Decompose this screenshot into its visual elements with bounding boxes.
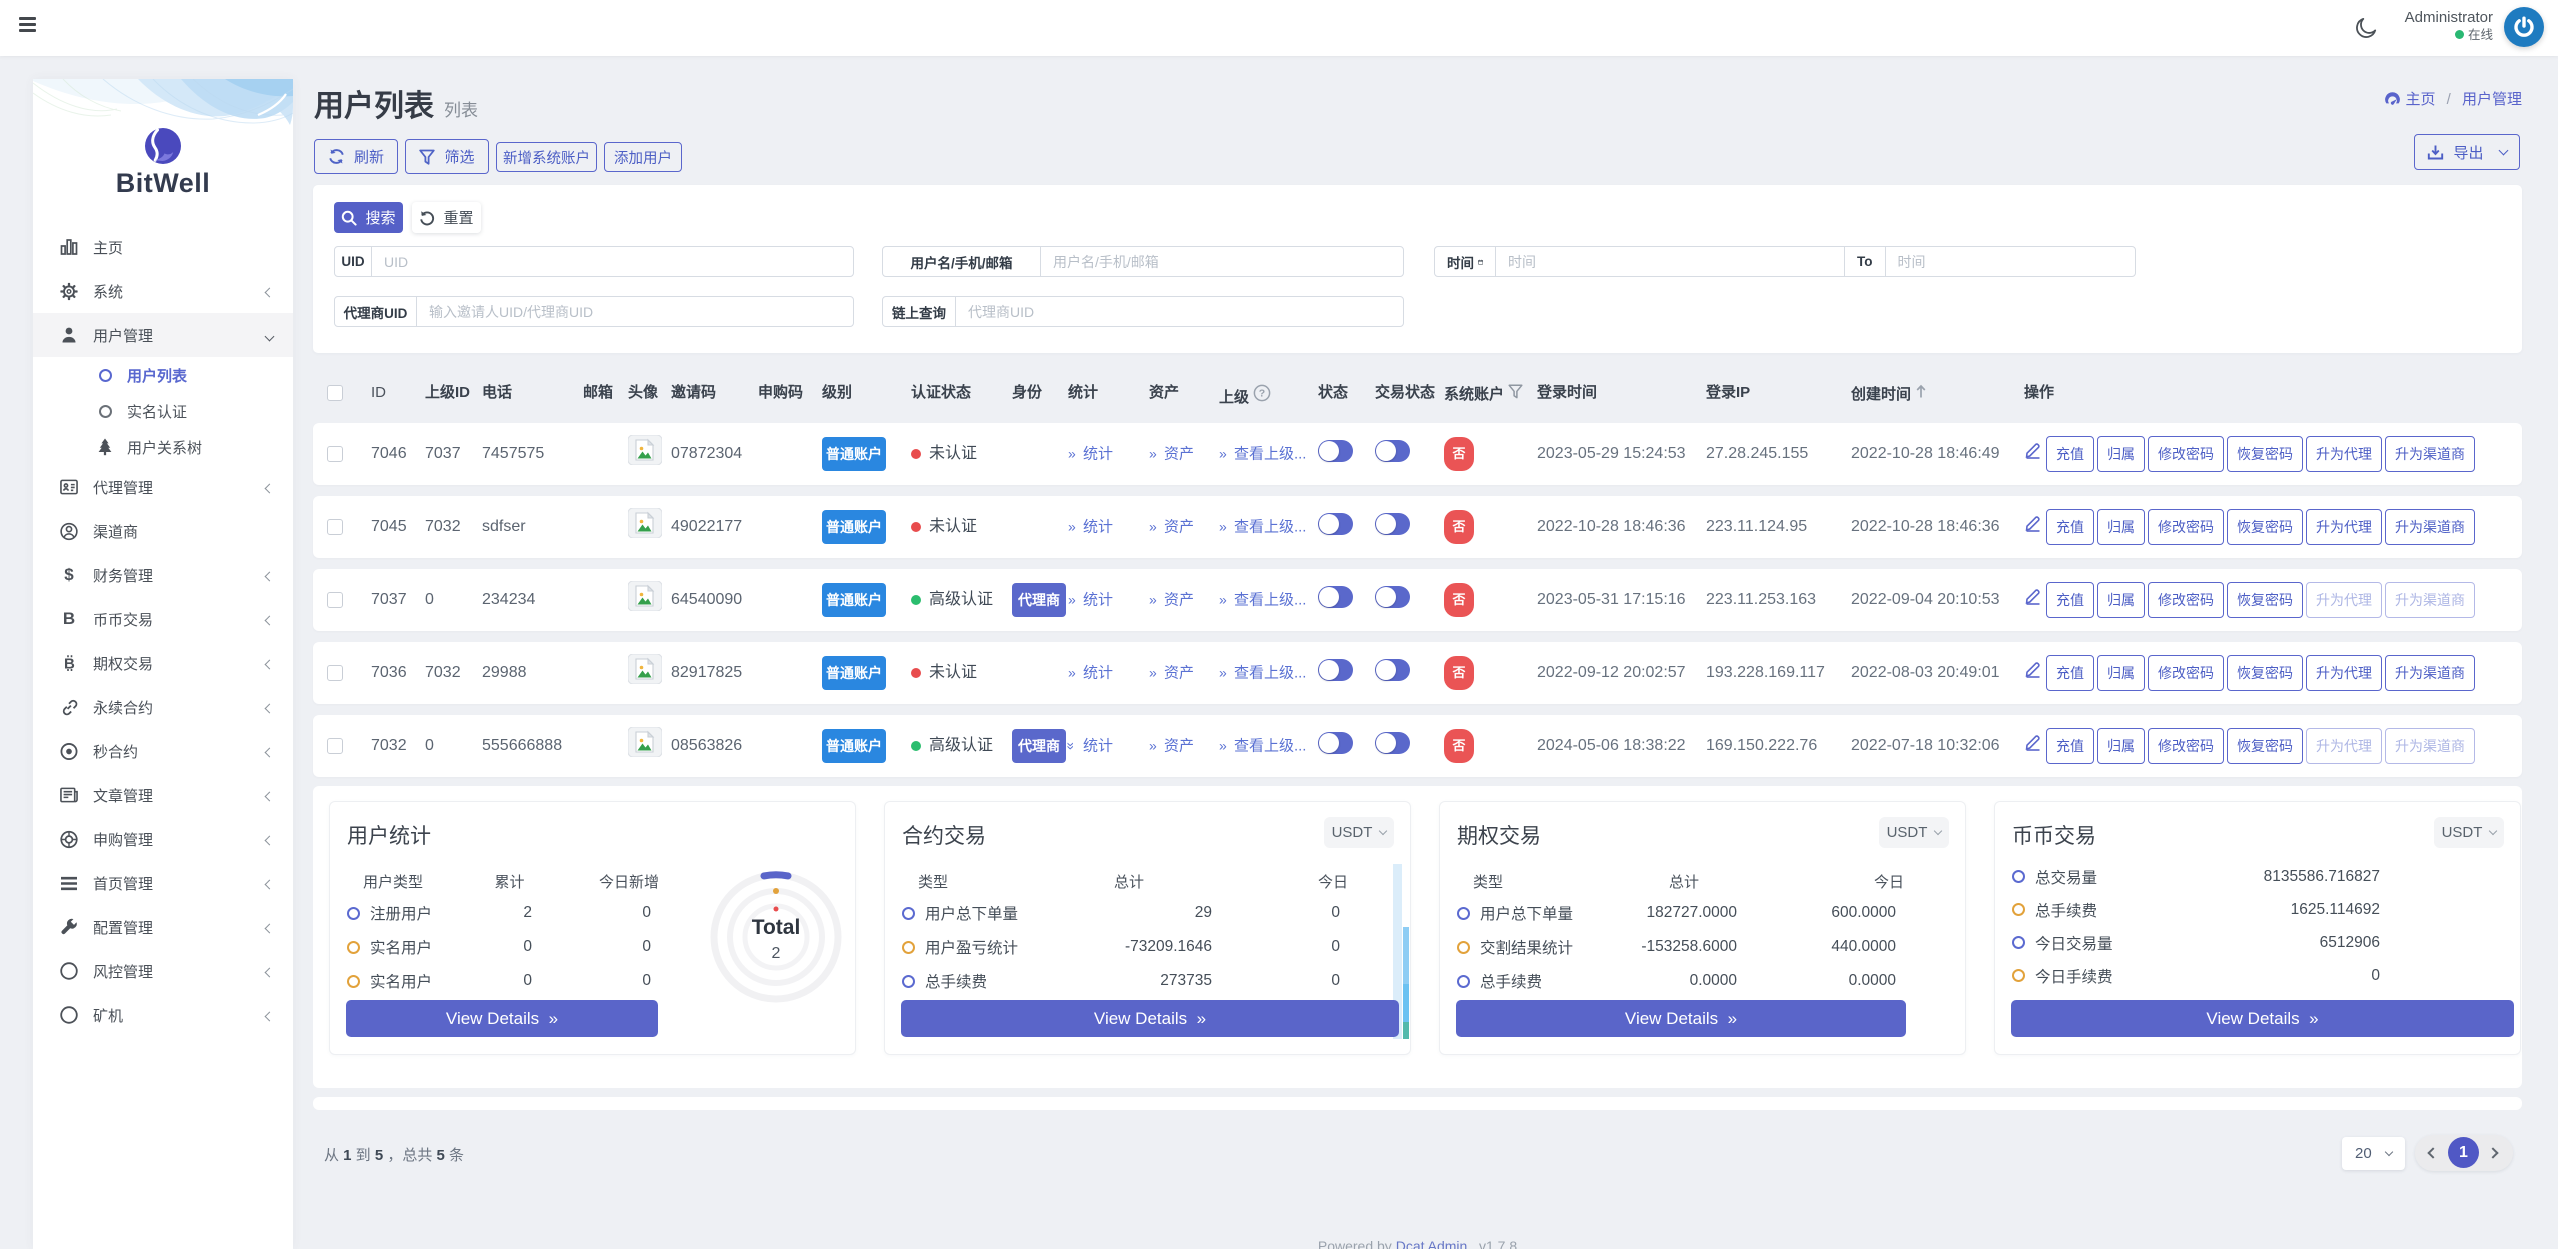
svg-text:B: B — [64, 656, 75, 673]
svg-text:Total: Total — [752, 916, 801, 939]
svg-text:?: ? — [1259, 388, 1265, 400]
svg-text:2: 2 — [772, 945, 781, 962]
